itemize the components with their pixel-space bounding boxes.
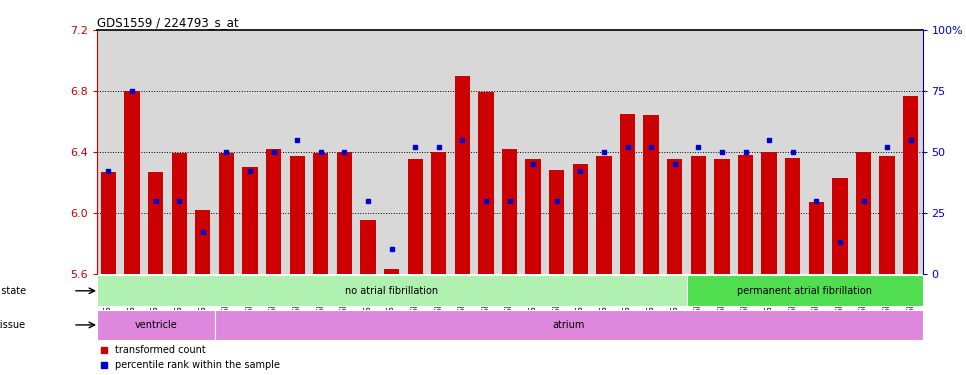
Text: disease state: disease state [0, 286, 26, 296]
Text: permanent atrial fibrillation: permanent atrial fibrillation [737, 286, 872, 296]
Text: percentile rank within the sample: percentile rank within the sample [116, 360, 280, 370]
Bar [408, 159, 423, 274]
Bar [384, 269, 399, 274]
Bar [738, 155, 753, 274]
Bar [691, 156, 706, 274]
Bar [761, 152, 777, 274]
Bar [903, 96, 919, 274]
Bar [856, 152, 871, 274]
Bar [809, 202, 824, 274]
Bar [97, 276, 687, 306]
Bar [687, 276, 923, 306]
Bar [125, 91, 140, 274]
Bar [360, 220, 376, 274]
Bar [242, 167, 258, 274]
Bar [455, 76, 470, 274]
Bar [266, 149, 281, 274]
Bar [290, 156, 305, 274]
Bar [214, 310, 923, 340]
Bar [431, 152, 446, 274]
Bar [195, 210, 211, 274]
Bar [668, 159, 682, 274]
Bar [573, 164, 588, 274]
Bar [313, 153, 328, 274]
Bar [879, 156, 895, 274]
Bar [549, 170, 564, 274]
Text: no atrial fibrillation: no atrial fibrillation [345, 286, 439, 296]
Bar [596, 156, 611, 274]
Bar [714, 159, 729, 274]
Bar [643, 116, 659, 274]
Text: ventricle: ventricle [134, 320, 177, 330]
Bar [785, 158, 801, 274]
Bar [172, 153, 186, 274]
Bar [148, 172, 163, 274]
Bar [526, 159, 541, 274]
Text: transformed count: transformed count [116, 345, 206, 355]
Bar [833, 178, 847, 274]
Bar [620, 114, 636, 274]
Text: tissue: tissue [0, 320, 26, 330]
Bar [337, 152, 352, 274]
Text: GDS1559 / 224793_s_at: GDS1559 / 224793_s_at [97, 16, 239, 29]
Bar [502, 149, 517, 274]
Bar [100, 172, 116, 274]
Bar [218, 153, 234, 274]
Bar [97, 310, 214, 340]
Text: atrium: atrium [553, 320, 584, 330]
Bar [478, 93, 494, 274]
